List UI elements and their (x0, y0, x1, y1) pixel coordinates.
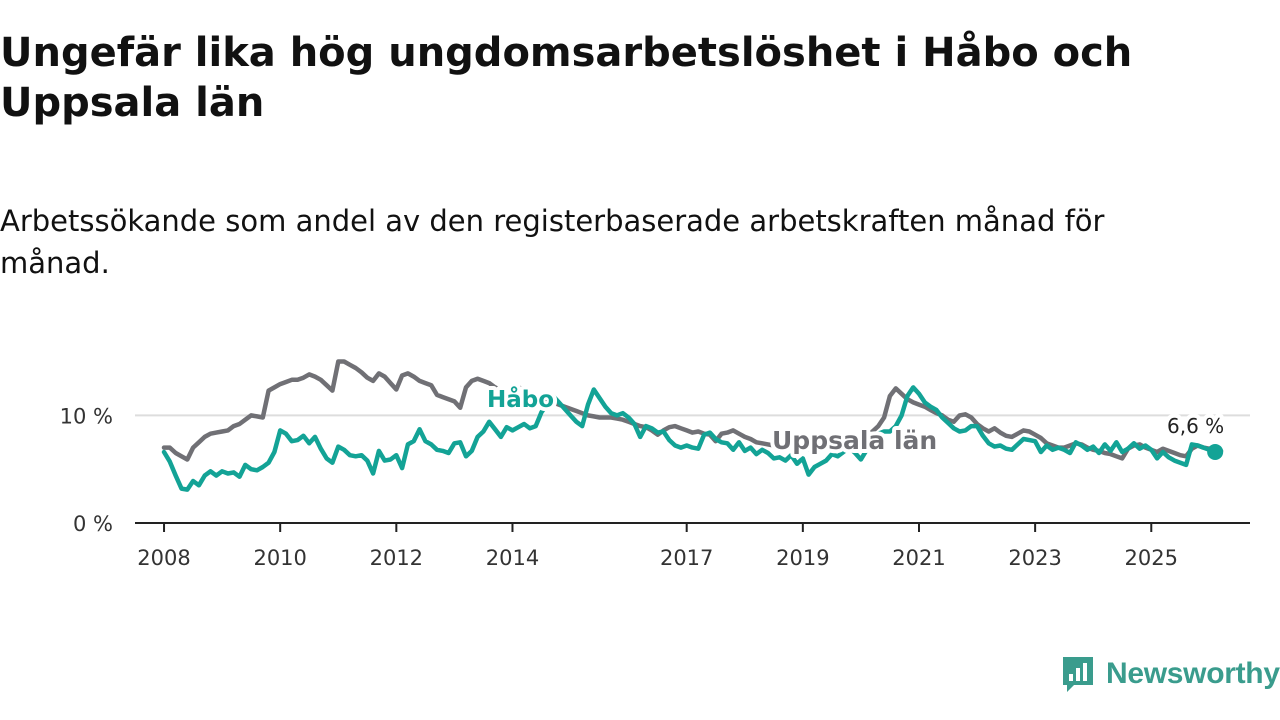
chart-subtitle: Arbetssökande som andel av den registerb… (0, 204, 1105, 280)
x-tick-label: 2010 (253, 546, 306, 570)
brand-name: Newsworthy (1106, 657, 1280, 690)
series-line-uppsala (161, 359, 1224, 462)
x-tick-label: 2008 (137, 546, 190, 570)
x-tick-label: 2012 (370, 546, 423, 570)
end-value-label-halo: 6,6 % (1167, 414, 1224, 438)
x-tick-label: 2025 (1125, 546, 1178, 570)
newsworthy-logo-icon (1063, 657, 1093, 692)
end-point-marker (1207, 443, 1224, 460)
x-tick-label: 2019 (776, 546, 829, 570)
brand-logo[interactable]: Newsworthy (1060, 654, 1280, 694)
series-label-uppsala: Uppsala län (772, 426, 937, 455)
chart-title: Ungefär lika hög ungdomsarbetslöshet i H… (0, 30, 1133, 126)
y-tick-label: 0 % (73, 512, 113, 536)
series-label-habo: Håbo (487, 386, 554, 413)
x-tick-label: 2021 (892, 546, 945, 570)
series-label-habo-halo: Håbo (487, 386, 554, 413)
x-tick-label: 2023 (1008, 546, 1061, 570)
y-tick-label: 10 % (60, 404, 113, 428)
series-label-uppsala-halo: Uppsala län (772, 426, 937, 455)
series-line-habo (161, 385, 1218, 492)
x-tick-label: 2017 (660, 546, 713, 570)
x-tick-label: 2014 (486, 546, 539, 570)
end-value-label: 6,6 % (1167, 414, 1224, 438)
